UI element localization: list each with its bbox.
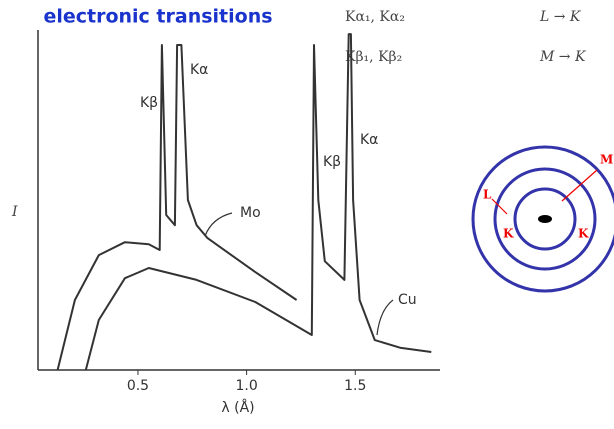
x-axis-label: λ (Å) [221,399,254,416]
annotation: Kα [190,62,208,78]
annotation: Kα [360,132,378,148]
spectrum-line [56,44,298,371]
transition-label: Kβ₁, Kβ₂ [345,49,402,65]
transition-label: Kα₁, Kα₂ [345,9,405,25]
shell-label: K [503,227,514,241]
y-axis-label: I [11,204,18,220]
x-tick-label: 1.5 [344,378,366,394]
shell-label: M [600,153,613,167]
transition: L → K [539,9,582,25]
arrow [491,198,508,215]
transition: M → K [539,49,587,65]
x-tick-label: 1.0 [235,378,257,394]
leader [204,212,233,237]
shell [471,145,614,293]
annotation: Mo [240,205,261,221]
shell-label: L [483,188,492,202]
annotation: Kβ [140,95,158,111]
nucleus [538,215,552,223]
atom-diagram: M L K K [471,145,614,293]
x-tick-label: 0.5 [127,378,149,394]
leader [376,299,394,336]
arrow [561,169,598,202]
shell [513,187,577,251]
shell-label: K [578,227,589,241]
annotation: Kβ [323,154,341,170]
chart-title: electronic transitions [43,6,272,28]
spectrum-line [84,33,432,371]
shell [493,167,597,271]
annotation: Cu [398,292,417,308]
